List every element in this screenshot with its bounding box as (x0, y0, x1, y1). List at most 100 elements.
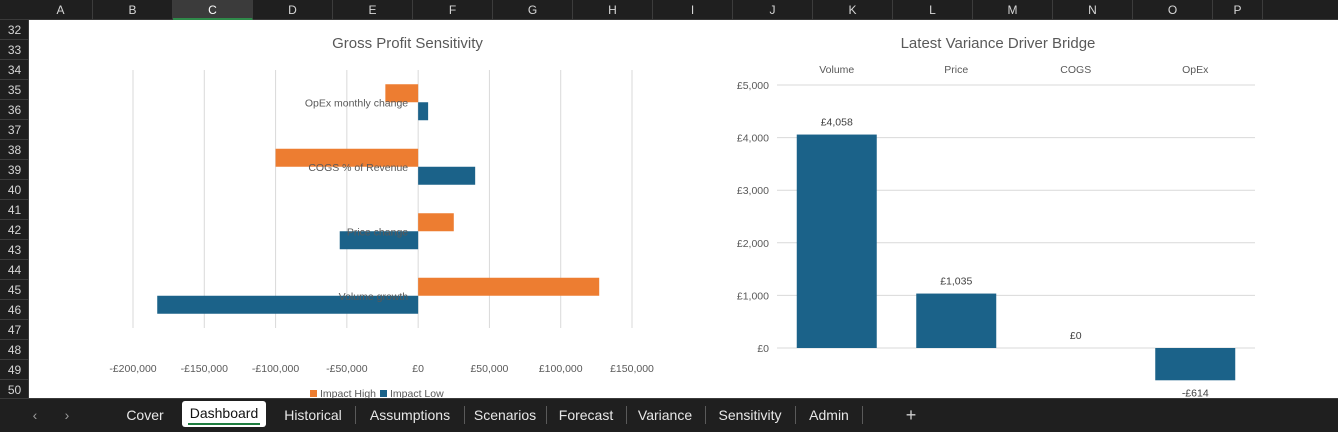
bar-impact-low (418, 102, 429, 121)
gross-profit-sensitivity-chart[interactable]: Gross Profit Sensitivity -£200,000 -£150,0… (92, 20, 671, 398)
data-label: £1,035 (940, 276, 972, 288)
bar-impact-low (418, 166, 476, 185)
add-sheet-icon[interactable]: + (905, 405, 917, 425)
column-header-f[interactable]: F (413, 0, 493, 20)
worksheet-grid[interactable]: Gross Profit Sensitivity -£200,000 -£150,0… (29, 20, 1338, 398)
tab-separator (705, 406, 706, 424)
bar (916, 293, 997, 348)
x-tick-label: £100,000 (539, 363, 583, 375)
row-header-44[interactable]: 44 (0, 260, 29, 280)
column-header-j[interactable]: J (733, 0, 813, 20)
tab-separator (626, 406, 627, 424)
column-header-n[interactable]: N (1053, 0, 1133, 20)
bar-impact-high (418, 277, 600, 296)
tab-separator (862, 406, 863, 424)
next-sheet-icon[interactable]: › (64, 407, 70, 423)
sheet-tab-bar: ‹ › Cover Dashboard Historical Assumptio… (0, 398, 1338, 432)
data-label: £0 (1070, 330, 1082, 342)
y-tick-label: £2,000 (737, 238, 769, 250)
chart-title: Latest Variance Driver Bridge (901, 35, 1096, 52)
category-label: COGS % of Revenue (308, 162, 408, 174)
row-header-46[interactable]: 46 (0, 300, 29, 320)
row-header-49[interactable]: 49 (0, 360, 29, 380)
tab-dashboard[interactable]: Dashboard (182, 401, 266, 427)
tab-forecast[interactable]: Forecast (551, 403, 621, 427)
column-header-p[interactable]: P (1213, 0, 1263, 20)
tab-label: Variance (637, 407, 693, 423)
prev-sheet-icon[interactable]: ‹ (32, 407, 38, 423)
legend-label: Impact High (320, 388, 376, 398)
tab-variance[interactable]: Variance (631, 403, 699, 427)
row-header-43[interactable]: 43 (0, 240, 29, 260)
bar (796, 134, 877, 348)
sensitivity-chart-svg: Gross Profit Sensitivity -£200,000 -£150,0… (109, 35, 654, 398)
column-header-h[interactable]: H (573, 0, 653, 20)
column-header-c[interactable]: C (173, 0, 253, 20)
tab-label: Sensitivity (718, 407, 782, 423)
tab-label: Dashboard (189, 405, 259, 421)
row-header-42[interactable]: 42 (0, 220, 29, 240)
tab-label: Assumptions (369, 407, 451, 423)
row-header-40[interactable]: 40 (0, 180, 29, 200)
row-header-33[interactable]: 33 (0, 40, 29, 60)
column-header-i[interactable]: I (653, 0, 733, 20)
column-header-m[interactable]: M (973, 0, 1053, 20)
row-header-48[interactable]: 48 (0, 340, 29, 360)
category-label: Volume (819, 64, 854, 76)
column-header-d[interactable]: D (253, 0, 333, 20)
row-header-37[interactable]: 37 (0, 120, 29, 140)
tab-sensitivity[interactable]: Sensitivity (711, 403, 789, 427)
row-header-38[interactable]: 38 (0, 140, 29, 160)
tab-label: Forecast (558, 407, 614, 423)
row-header-39[interactable]: 39 (0, 160, 29, 180)
bar-impact-high (385, 84, 419, 103)
active-tab-underline (188, 423, 260, 425)
tab-label: Scenarios (473, 407, 537, 423)
column-header-o[interactable]: O (1133, 0, 1213, 20)
row-header-34[interactable]: 34 (0, 60, 29, 80)
y-tick-label: £5,000 (737, 80, 769, 92)
tab-label: Cover (126, 407, 164, 423)
x-tick-label: -£50,000 (326, 363, 368, 375)
tab-separator (795, 406, 796, 424)
bar (1155, 348, 1236, 381)
y-tick-label: £4,000 (737, 133, 769, 145)
column-header-b[interactable]: B (93, 0, 173, 20)
x-tick-label: £150,000 (610, 363, 654, 375)
x-tick-label: -£150,000 (181, 363, 228, 375)
row-header-45[interactable]: 45 (0, 280, 29, 300)
legend-swatch (380, 390, 387, 397)
row-header-32[interactable]: 32 (0, 20, 29, 40)
y-tick-label: £0 (757, 343, 769, 355)
column-header-l[interactable]: L (893, 0, 973, 20)
legend-swatch (310, 390, 317, 397)
row-header-bar: 32 33 34 35 36 37 38 39 40 41 42 43 44 45 46 47 48 49 50 (0, 20, 29, 400)
data-label: £4,058 (821, 117, 853, 129)
row-header-41[interactable]: 41 (0, 200, 29, 220)
bar-impact-low (157, 295, 419, 314)
bar-impact-high (275, 148, 419, 167)
tab-cover[interactable]: Cover (117, 403, 173, 427)
tab-separator (546, 406, 547, 424)
x-tick-label: £50,000 (470, 363, 508, 375)
column-header-e[interactable]: E (333, 0, 413, 20)
category-label: OpEx monthly change (305, 97, 408, 109)
row-header-50[interactable]: 50 (0, 380, 29, 400)
category-label: Price change (347, 226, 408, 238)
tab-historical[interactable]: Historical (276, 403, 350, 427)
y-tick-label: £1,000 (737, 290, 769, 302)
category-label: Price (944, 64, 968, 76)
tab-admin[interactable]: Admin (801, 403, 857, 427)
column-header-g[interactable]: G (493, 0, 573, 20)
row-header-47[interactable]: 47 (0, 320, 29, 340)
row-header-36[interactable]: 36 (0, 100, 29, 120)
column-header-k[interactable]: K (813, 0, 893, 20)
tab-assumptions[interactable]: Assumptions (361, 403, 459, 427)
row-header-35[interactable]: 35 (0, 80, 29, 100)
bar-impact-low (339, 231, 419, 250)
variance-driver-bridge-chart[interactable]: Latest Variance Driver Bridge £0 £1,000 £2,… (725, 20, 1271, 398)
tab-scenarios[interactable]: Scenarios (468, 403, 542, 427)
column-header-a[interactable]: A (29, 0, 93, 20)
data-label: -£614 (1182, 387, 1209, 398)
